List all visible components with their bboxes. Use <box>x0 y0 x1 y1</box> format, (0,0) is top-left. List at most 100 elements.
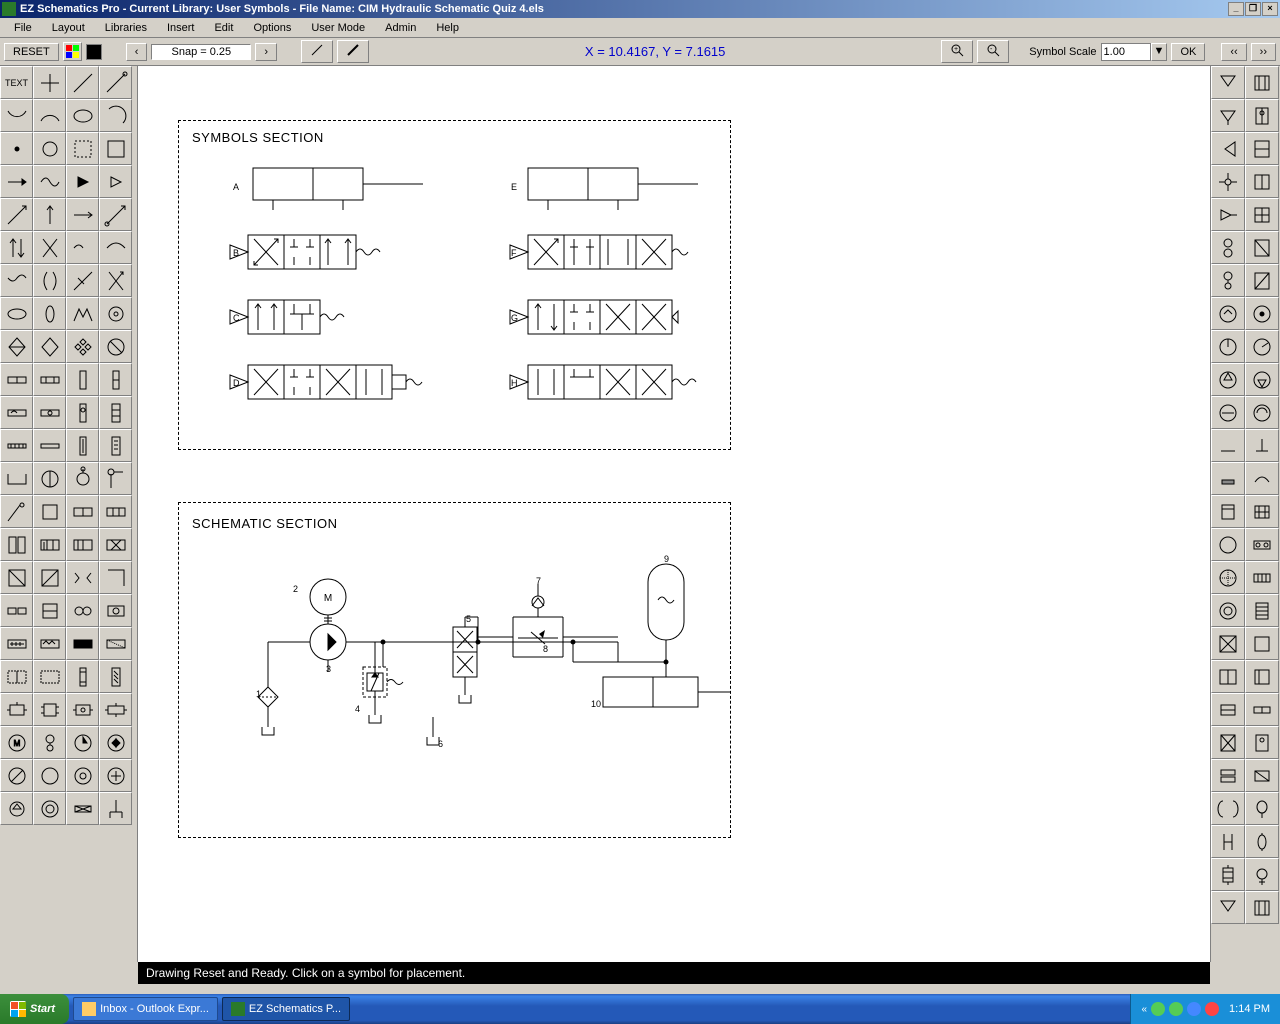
page-left-button[interactable]: ‹‹ <box>1221 43 1246 61</box>
left-palette-button-65[interactable] <box>33 594 66 627</box>
left-palette-button-91[interactable] <box>99 792 132 825</box>
maximize-button[interactable]: ❐ <box>1245 2 1261 16</box>
menu-edit[interactable]: Edit <box>204 20 243 36</box>
tray-icon[interactable] <box>1205 1002 1219 1016</box>
left-palette-button-13[interactable] <box>33 165 66 198</box>
left-palette-button-8[interactable] <box>0 132 33 165</box>
left-palette-button-33[interactable] <box>33 330 66 363</box>
menu-libraries[interactable]: Libraries <box>95 20 157 36</box>
line-tool-1[interactable] <box>301 40 333 63</box>
left-palette-button-66[interactable] <box>66 594 99 627</box>
left-palette-button-21[interactable] <box>33 231 66 264</box>
left-palette-button-90[interactable] <box>66 792 99 825</box>
right-palette-button-9[interactable] <box>1245 198 1279 231</box>
left-palette-button-60[interactable] <box>0 561 33 594</box>
left-palette-button-89[interactable] <box>33 792 66 825</box>
left-palette-button-16[interactable] <box>0 198 33 231</box>
left-palette-button-83[interactable] <box>99 726 132 759</box>
left-palette-button-47[interactable] <box>99 429 132 462</box>
right-palette-button-29[interactable] <box>1245 528 1279 561</box>
left-palette-button-12[interactable] <box>0 165 33 198</box>
left-palette-button-80[interactable]: M <box>0 726 33 759</box>
left-palette-button-18[interactable] <box>66 198 99 231</box>
left-palette-button-14[interactable] <box>66 165 99 198</box>
left-palette-button-24[interactable] <box>0 264 33 297</box>
left-palette-button-1[interactable] <box>33 66 66 99</box>
right-palette-button-21[interactable] <box>1245 396 1279 429</box>
right-palette-button-31[interactable] <box>1245 561 1279 594</box>
right-palette-button-41[interactable] <box>1245 726 1279 759</box>
start-button[interactable]: Start <box>0 994 69 1024</box>
left-palette-button-0[interactable]: TEXT <box>0 66 33 99</box>
palette-button[interactable] <box>63 42 82 61</box>
right-palette-button-12[interactable] <box>1211 264 1245 297</box>
right-palette-button-25[interactable] <box>1245 462 1279 495</box>
left-palette-button-9[interactable] <box>33 132 66 165</box>
drawing-canvas[interactable]: SYMBOLS SECTION SCHEMATIC SECTION <box>138 66 1210 962</box>
menu-layout[interactable]: Layout <box>42 20 95 36</box>
right-palette-button-40[interactable] <box>1211 726 1245 759</box>
right-palette-button-19[interactable] <box>1245 363 1279 396</box>
right-palette-button-23[interactable] <box>1245 429 1279 462</box>
close-button[interactable]: × <box>1262 2 1278 16</box>
left-palette-button-84[interactable] <box>0 759 33 792</box>
left-palette-button-53[interactable] <box>33 495 66 528</box>
reset-button[interactable]: RESET <box>4 43 59 61</box>
current-color[interactable] <box>86 44 102 60</box>
left-palette-button-68[interactable] <box>0 627 33 660</box>
tray-icon[interactable] <box>1169 1002 1183 1016</box>
tray-icon[interactable] <box>1151 1002 1165 1016</box>
zoom-in-button[interactable]: + <box>941 40 973 63</box>
left-palette-button-56[interactable] <box>0 528 33 561</box>
left-palette-button-25[interactable] <box>33 264 66 297</box>
left-palette-button-81[interactable] <box>33 726 66 759</box>
right-palette-button-20[interactable] <box>1211 396 1245 429</box>
right-palette-button-4[interactable] <box>1211 132 1245 165</box>
system-tray[interactable]: « 1:14 PM <box>1130 994 1280 1024</box>
right-palette-button-28[interactable] <box>1211 528 1245 561</box>
left-palette-button-11[interactable] <box>99 132 132 165</box>
left-palette-button-43[interactable] <box>99 396 132 429</box>
taskbar-item-outlook[interactable]: Inbox - Outlook Expr... <box>73 997 218 1021</box>
right-palette-button-39[interactable] <box>1245 693 1279 726</box>
prev-button[interactable]: ‹ <box>126 43 148 61</box>
left-palette-button-61[interactable] <box>33 561 66 594</box>
left-palette-button-28[interactable] <box>0 297 33 330</box>
right-palette-button-6[interactable] <box>1211 165 1245 198</box>
right-palette-button-43[interactable] <box>1245 759 1279 792</box>
right-palette-button-35[interactable] <box>1245 627 1279 660</box>
left-palette-button-38[interactable] <box>66 363 99 396</box>
menu-help[interactable]: Help <box>426 20 469 36</box>
left-palette-button-17[interactable] <box>33 198 66 231</box>
left-palette-button-85[interactable] <box>33 759 66 792</box>
left-palette-button-39[interactable] <box>99 363 132 396</box>
left-palette-button-46[interactable] <box>66 429 99 462</box>
left-palette-button-27[interactable] <box>99 264 132 297</box>
left-palette-button-36[interactable] <box>0 363 33 396</box>
left-palette-button-58[interactable] <box>66 528 99 561</box>
page-right-button[interactable]: ›› <box>1251 43 1276 61</box>
menu-usermode[interactable]: User Mode <box>301 20 375 36</box>
left-palette-button-50[interactable] <box>66 462 99 495</box>
right-palette-button-24[interactable] <box>1211 462 1245 495</box>
left-palette-button-52[interactable] <box>0 495 33 528</box>
left-palette-button-48[interactable] <box>0 462 33 495</box>
scale-dropdown[interactable]: ▼ <box>1151 43 1168 61</box>
right-palette-button-51[interactable] <box>1245 891 1279 924</box>
right-palette-button-49[interactable] <box>1245 858 1279 891</box>
left-palette-button-51[interactable] <box>99 462 132 495</box>
menu-insert[interactable]: Insert <box>157 20 205 36</box>
left-palette-button-6[interactable] <box>66 99 99 132</box>
left-palette-button-45[interactable] <box>33 429 66 462</box>
line-tool-2[interactable] <box>337 40 369 63</box>
menu-options[interactable]: Options <box>243 20 301 36</box>
left-palette-button-41[interactable] <box>33 396 66 429</box>
right-palette-button-45[interactable] <box>1245 792 1279 825</box>
left-palette-button-79[interactable] <box>99 693 132 726</box>
left-palette-button-63[interactable] <box>99 561 132 594</box>
right-palette-button-2[interactable] <box>1211 99 1245 132</box>
next-button[interactable]: › <box>255 43 277 61</box>
right-palette-button-48[interactable] <box>1211 858 1245 891</box>
left-palette-button-69[interactable] <box>33 627 66 660</box>
right-palette-button-7[interactable] <box>1245 165 1279 198</box>
